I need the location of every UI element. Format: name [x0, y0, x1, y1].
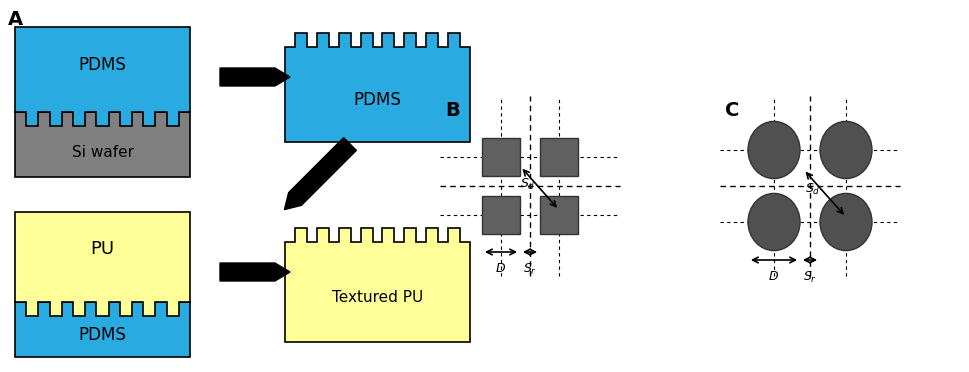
Text: A: A	[8, 10, 23, 29]
Text: $S_r$: $S_r$	[523, 262, 537, 277]
Text: B: B	[445, 101, 459, 120]
Text: PDMS: PDMS	[78, 326, 126, 343]
Polygon shape	[15, 27, 190, 126]
FancyArrow shape	[284, 138, 357, 209]
Bar	[540, 196, 578, 234]
Ellipse shape	[820, 121, 872, 179]
Ellipse shape	[748, 121, 800, 179]
Text: $D$: $D$	[768, 270, 779, 283]
FancyArrow shape	[220, 68, 290, 86]
Text: $D$: $D$	[495, 262, 507, 275]
Polygon shape	[285, 228, 470, 342]
Polygon shape	[15, 212, 190, 316]
Text: PDMS: PDMS	[78, 55, 126, 74]
Text: C: C	[725, 101, 739, 120]
Bar	[482, 138, 520, 176]
Bar	[15, 112, 190, 177]
Bar	[482, 196, 520, 234]
Text: $S_d$: $S_d$	[805, 182, 821, 197]
Text: Textured PU: Textured PU	[331, 289, 423, 305]
FancyArrow shape	[220, 263, 290, 281]
Text: PU: PU	[90, 240, 114, 258]
Bar	[540, 138, 578, 176]
Polygon shape	[15, 288, 190, 357]
Polygon shape	[285, 33, 470, 142]
Ellipse shape	[748, 193, 800, 251]
Text: $S_d$: $S_d$	[520, 177, 536, 192]
Text: PDMS: PDMS	[354, 90, 401, 109]
Text: $S_r$: $S_r$	[803, 270, 817, 285]
Ellipse shape	[820, 193, 872, 251]
Text: Si wafer: Si wafer	[72, 145, 134, 160]
